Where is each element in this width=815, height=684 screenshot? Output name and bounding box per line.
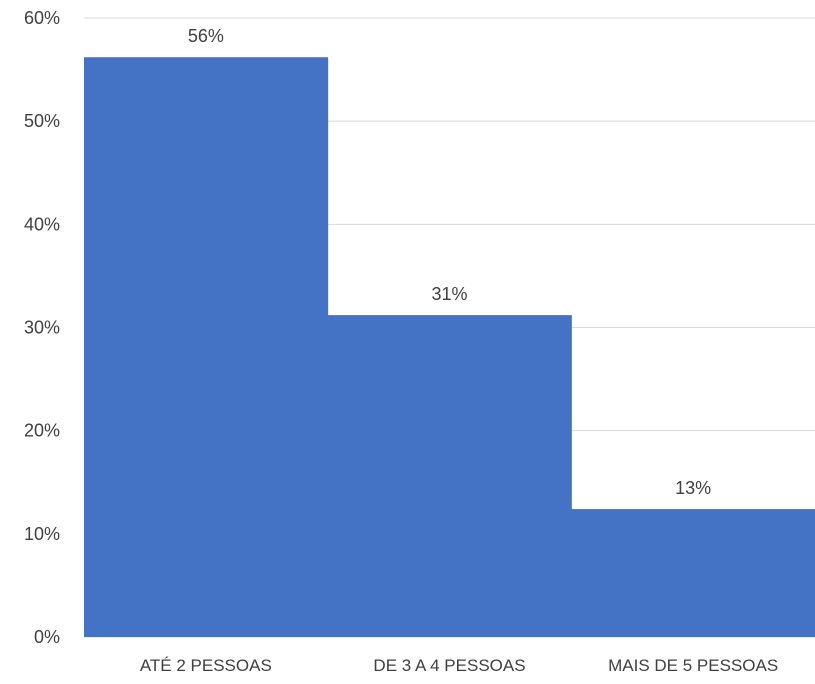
data-label: 13% (675, 478, 711, 498)
y-tick-label: 30% (24, 318, 60, 338)
data-label: 31% (431, 284, 467, 304)
x-category-label: MAIS DE 5 PESSOAS (608, 656, 778, 675)
y-tick-label: 0% (34, 627, 60, 647)
bar (84, 57, 329, 638)
y-tick-label: 50% (24, 111, 60, 131)
x-axis-categories: ATÉ 2 PESSOAS DE 3 A 4 PESSOAS MAIS DE 5 P… (140, 656, 778, 675)
y-tick-label: 10% (24, 524, 60, 544)
y-tick-label: 40% (24, 214, 60, 234)
bar (327, 315, 572, 637)
y-tick-label: 20% (24, 421, 60, 441)
y-axis-ticks: 0% 10% 20% 30% 40% 50% 60% (24, 8, 60, 647)
y-tick-label: 60% (24, 8, 60, 28)
bars (84, 57, 815, 638)
x-category-label: ATÉ 2 PESSOAS (140, 656, 272, 675)
bar (571, 509, 815, 637)
data-label: 56% (188, 26, 224, 46)
data-labels: 56% 31% 13% (188, 26, 711, 498)
x-category-label: DE 3 A 4 PESSOAS (373, 656, 525, 675)
